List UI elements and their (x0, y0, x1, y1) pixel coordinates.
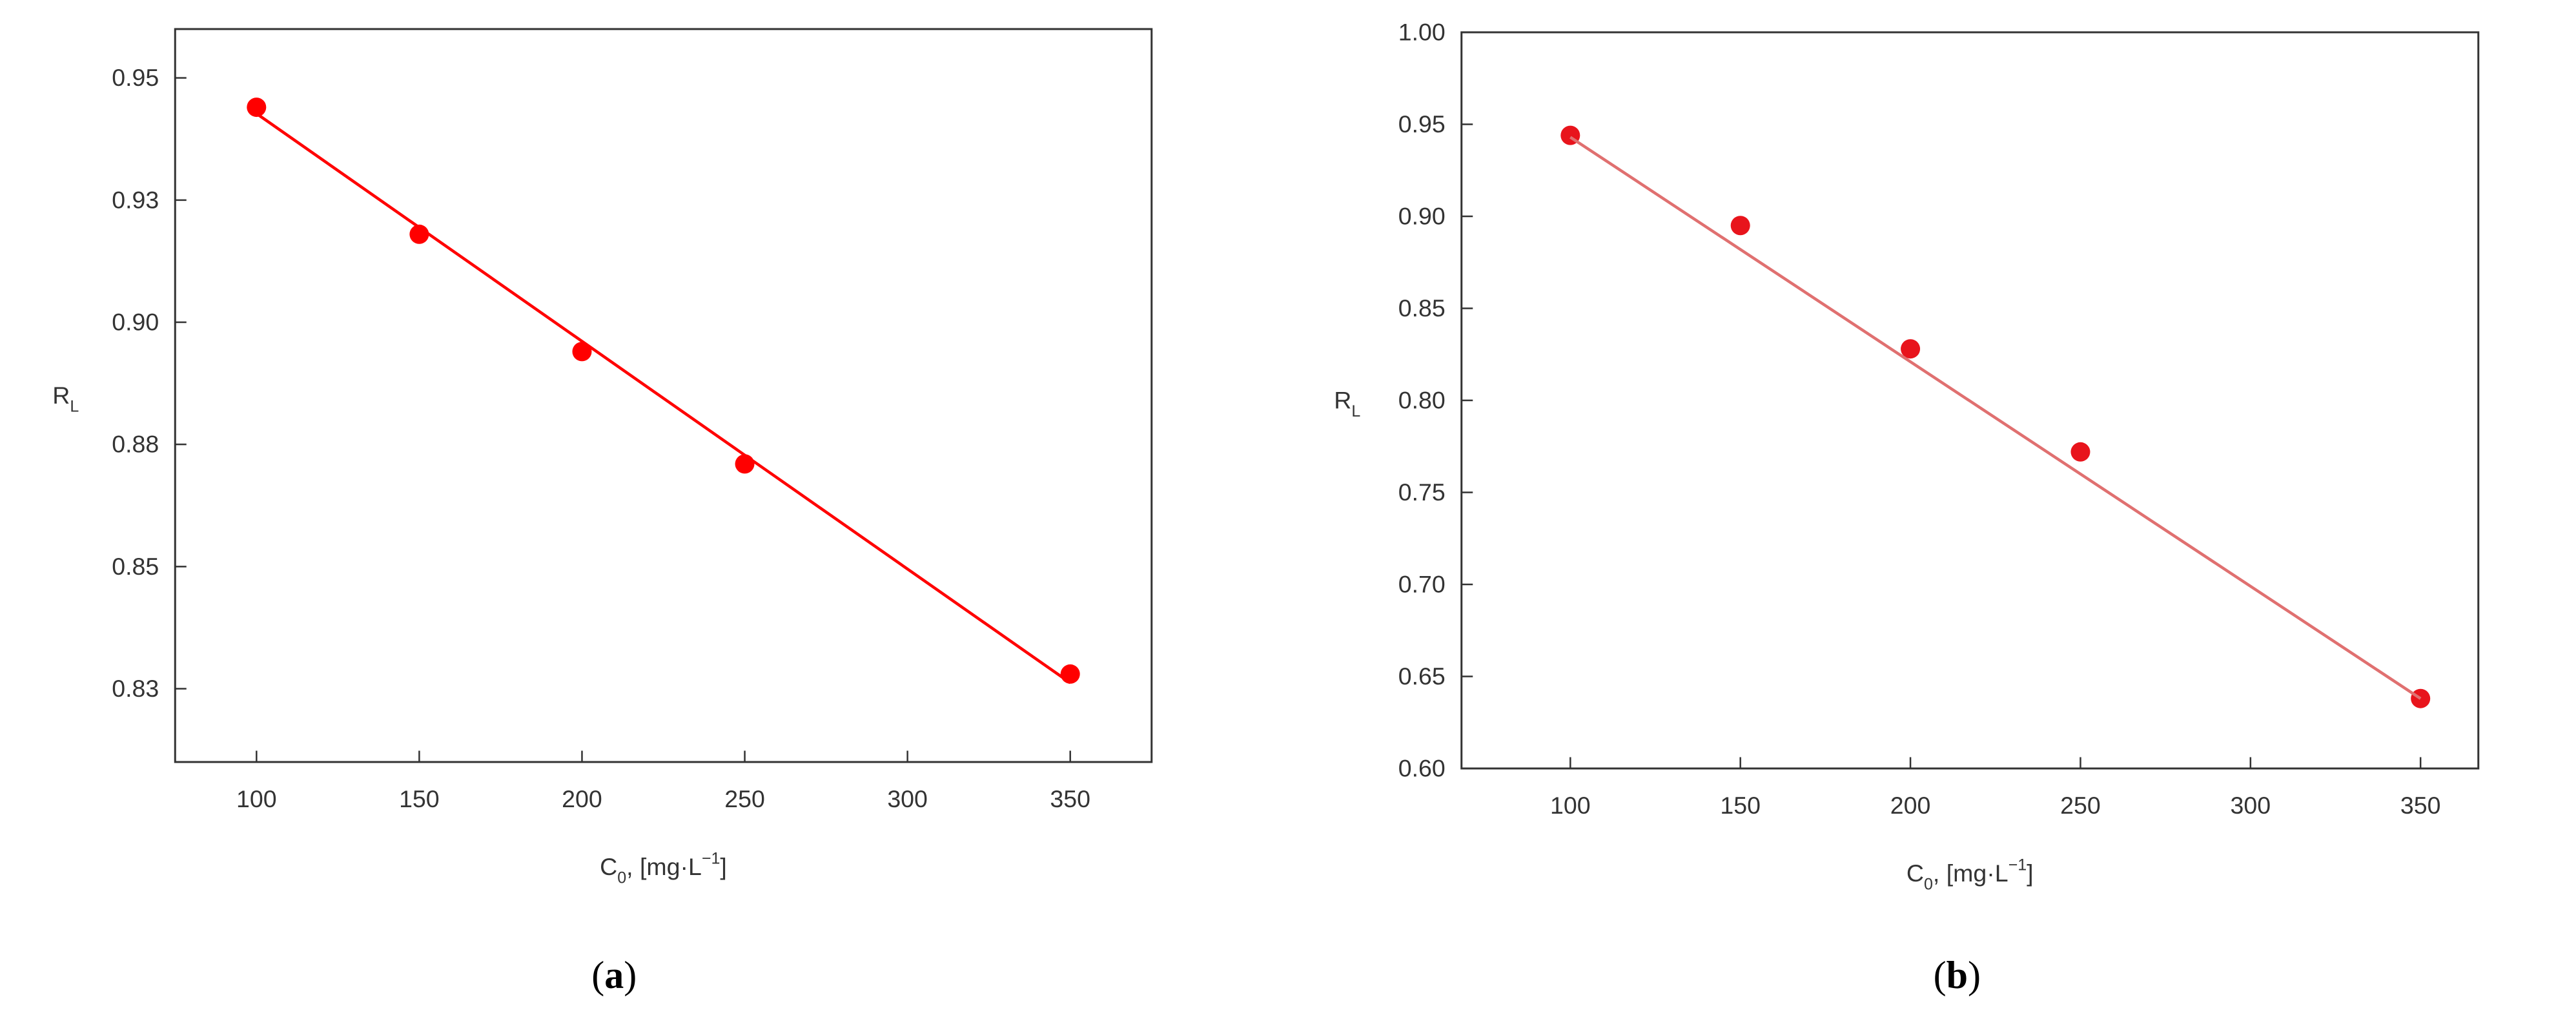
plot-frame (174, 28, 1153, 763)
y-tick-label: 0.60 (1398, 755, 1446, 782)
caption-paren: ) (624, 954, 637, 996)
caption-paren: ( (591, 954, 604, 996)
y-tick-label: 0.90 (1398, 203, 1446, 230)
x-tick-label: 250 (724, 785, 765, 812)
y-axis-label: RL (1334, 387, 1360, 421)
data-point (247, 98, 267, 118)
y-tick-label: 0.93 (112, 186, 159, 213)
x-axis-label: C0, [mg·L−1] (1906, 856, 2034, 894)
x-axis-label-sub: 0 (617, 869, 626, 887)
y-tick-label: 1.00 (1398, 19, 1446, 46)
y-axis-label: RL (52, 382, 79, 416)
x-tick-label: 150 (1720, 792, 1761, 819)
y-tick-label: 0.95 (1398, 110, 1446, 138)
caption: (b) (1934, 954, 1981, 996)
x-tick-label: 200 (1890, 792, 1931, 819)
y-axis-label-sub: L (70, 398, 79, 416)
y-tick-label: 0.70 (1398, 571, 1446, 598)
y-tick-label: 0.90 (112, 309, 159, 336)
y-tick-label: 0.85 (112, 553, 159, 580)
x-tick-label: 300 (2231, 792, 2271, 819)
data-point (1060, 664, 1080, 684)
x-tick-label: 100 (236, 785, 277, 812)
y-tick-label: 0.85 (1398, 294, 1446, 322)
x-axis-label-part: ] (720, 853, 726, 880)
x-axis-label-part: , [mg·L (626, 853, 702, 880)
y-tick-label: 0.75 (1398, 479, 1446, 506)
caption-letter: a (604, 954, 624, 996)
x-tick-label: 350 (2400, 792, 2441, 819)
fit-line (1569, 136, 2422, 700)
y-tick-label: 0.83 (112, 675, 159, 702)
y-axis-label-main: R (52, 382, 70, 409)
x-tick-label: 300 (887, 785, 928, 812)
data-point (2070, 442, 2090, 462)
x-tick-label: 100 (1550, 792, 1591, 819)
caption-paren: ( (1934, 954, 1947, 996)
x-tick-label: 200 (562, 785, 602, 812)
y-tick-label: 0.95 (112, 64, 159, 91)
x-axis-label: C0, [mg·L−1] (600, 850, 727, 887)
x-tick-label: 350 (1050, 785, 1090, 812)
caption: (a) (591, 954, 637, 996)
fit-line (256, 112, 1071, 685)
x-axis-label-part: C (600, 853, 617, 880)
data-point (572, 342, 592, 362)
x-axis-label-sub: 0 (1924, 876, 1933, 894)
x-axis-label-sup: −1 (702, 850, 721, 868)
data-point (1730, 216, 1750, 236)
data-point (735, 454, 755, 474)
data-point (1901, 339, 1921, 359)
caption-paren: ) (1968, 954, 1981, 996)
y-axis-label-sub: L (1351, 402, 1360, 420)
x-axis-label-part: , [mg·L (1933, 860, 2009, 887)
y-axis-label-main: R (1334, 387, 1351, 414)
x-axis-label-part: ] (2027, 860, 2033, 887)
y-tick-label: 0.80 (1398, 387, 1446, 414)
x-axis-label-part: C (1906, 860, 1924, 887)
y-tick-label: 0.88 (112, 431, 159, 458)
x-tick-label: 150 (399, 785, 440, 812)
x-tick-label: 250 (2060, 792, 2101, 819)
y-tick-label: 0.65 (1398, 663, 1446, 690)
x-axis-label-sup: −1 (2009, 856, 2027, 874)
caption-letter: b (1947, 954, 1968, 996)
